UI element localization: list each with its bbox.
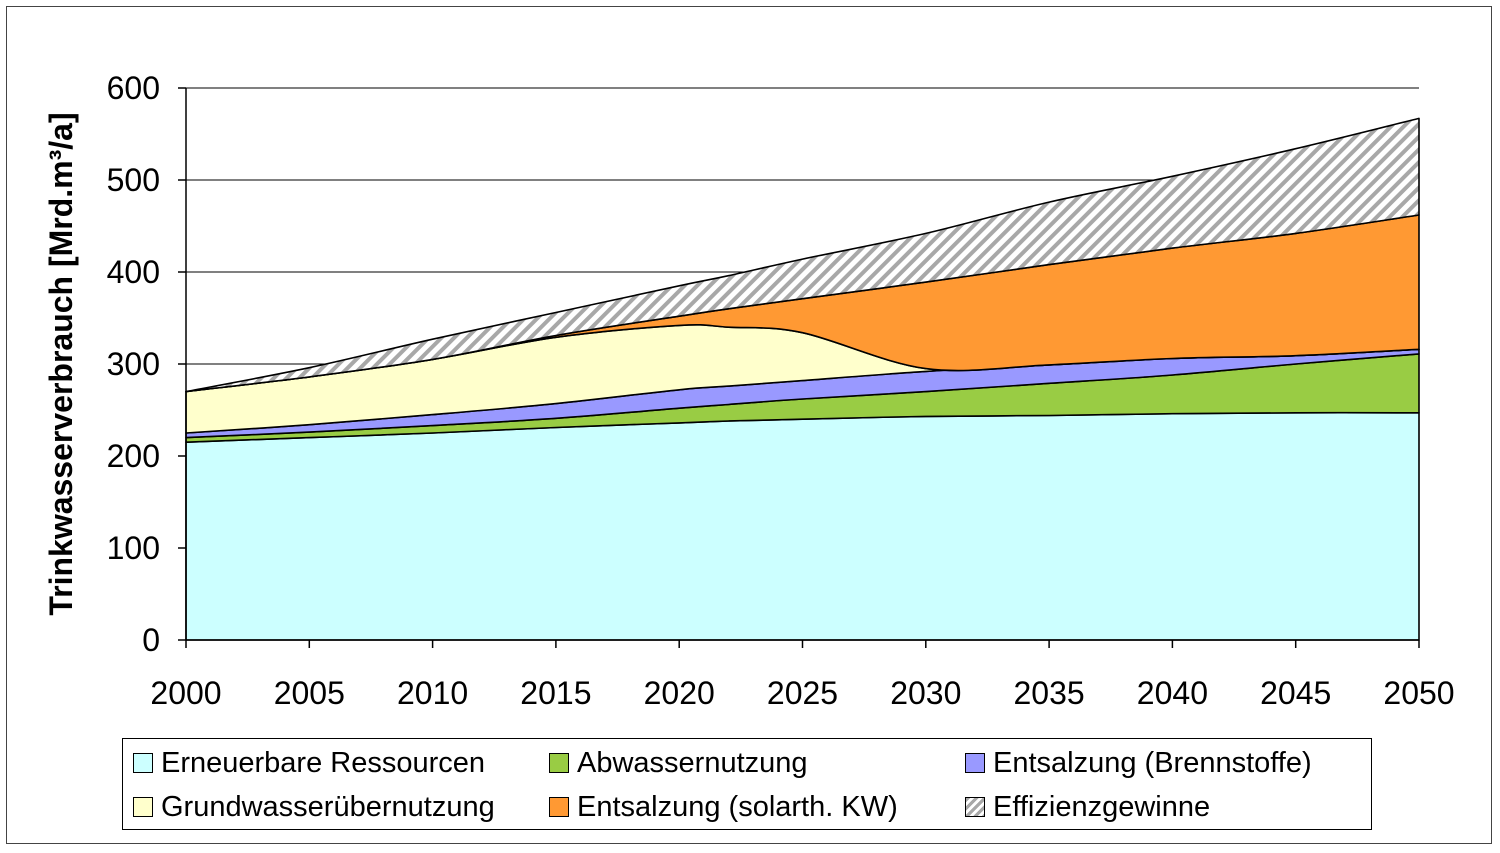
x-tick-label: 2000 [150, 675, 221, 711]
legend-item-entsalzung-solarth-kw: Entsalzung (solarth. KW) [549, 787, 898, 827]
legend: Erneuerbare Ressourcen Abwassernutzung E… [122, 738, 1372, 830]
area-effizienzgewinne [185, 117, 1420, 393]
y-tick-label: 600 [107, 70, 160, 106]
legend-swatch [965, 753, 985, 773]
legend-label: Abwassernutzung [577, 746, 808, 779]
legend-label: Effizienzgewinne [993, 790, 1211, 823]
x-tick-label: 2030 [890, 675, 961, 711]
legend-swatch [549, 797, 569, 817]
x-tick-label: 2040 [1137, 675, 1208, 711]
legend-swatch [133, 797, 153, 817]
area-series-group [185, 117, 1420, 641]
x-tick-label: 2015 [520, 675, 591, 711]
legend-item-effizienzgewinne: Effizienzgewinne [965, 787, 1210, 827]
x-tick-label: 2010 [397, 675, 468, 711]
chart-frame [6, 6, 1492, 844]
y-tick-label: 200 [107, 438, 160, 474]
legend-label: Erneuerbare Ressourcen [161, 746, 486, 779]
legend-item-erneuerbare-ressourcen: Erneuerbare Ressourcen [133, 743, 485, 783]
y-tick-label: 400 [107, 254, 160, 290]
y-tick-label: 0 [142, 622, 160, 658]
legend-label: Entsalzung (solarth. KW) [577, 790, 898, 823]
x-tick-label: 2045 [1260, 675, 1331, 711]
x-tick-label: 2020 [644, 675, 715, 711]
y-axis-title: Trinkwasserverbrauch [Mrd.m³/a] [43, 112, 79, 615]
axes: 0 100 200 300 400 500 600 2000 2005 2010 2015 2020 2… [107, 70, 1455, 711]
x-tick-label: 2050 [1383, 675, 1454, 711]
x-tick-label: 2005 [274, 675, 345, 711]
legend-label: Grundwasserübernutzung [161, 790, 495, 823]
y-tick-label: 300 [107, 346, 160, 382]
legend-item-grundwasseruebernutzung: Grundwasserübernutzung [133, 787, 495, 827]
legend-item-entsalzung-brennstoffe: Entsalzung (Brennstoffe) [965, 743, 1312, 783]
legend-swatch [133, 753, 153, 773]
x-tick-label: 2025 [767, 675, 838, 711]
legend-swatch [965, 797, 985, 817]
legend-swatch [549, 753, 569, 773]
area-erneuerbare-ressourcen [185, 411, 1420, 641]
legend-item-abwassernutzung: Abwassernutzung [549, 743, 808, 783]
y-tick-label: 100 [107, 530, 160, 566]
legend-label: Entsalzung (Brennstoffe) [993, 746, 1312, 779]
x-tick-label: 2035 [1014, 675, 1085, 711]
y-tick-label: 500 [107, 162, 160, 198]
